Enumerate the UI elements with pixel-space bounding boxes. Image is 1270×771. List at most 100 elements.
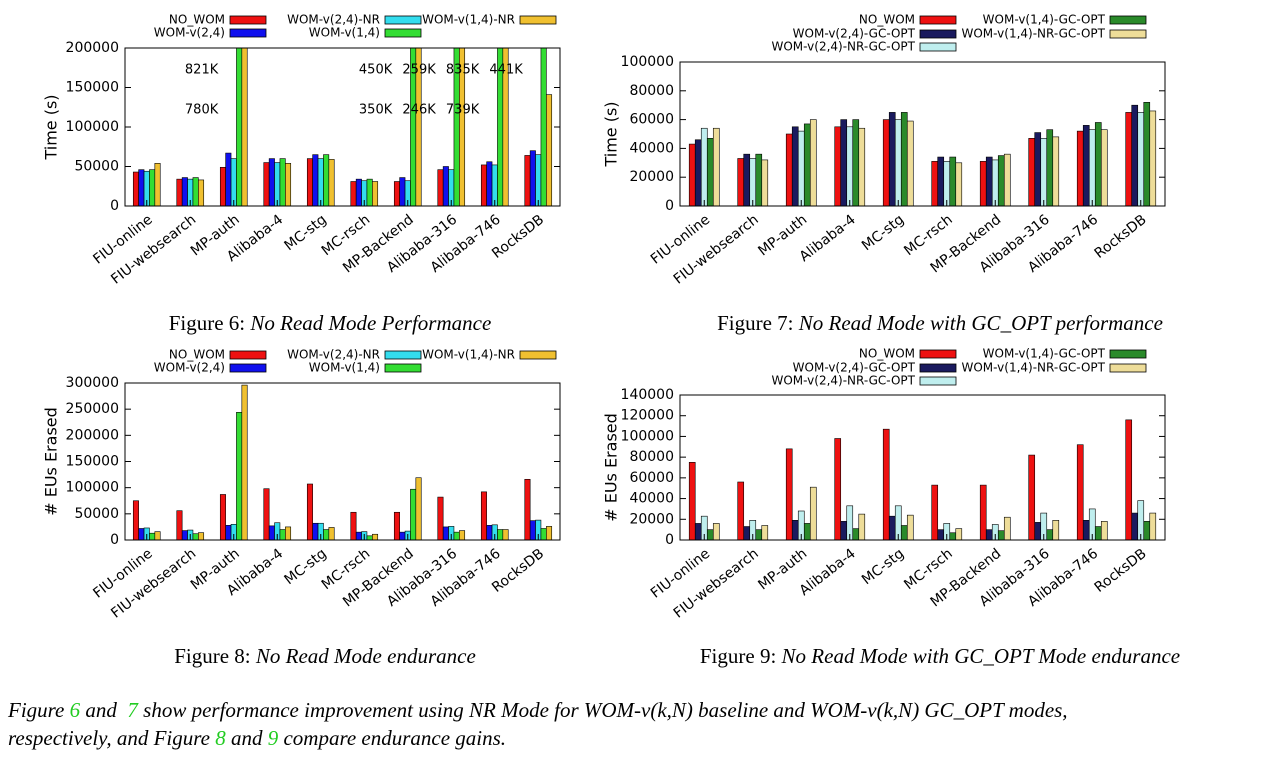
legend-label: NO_WOM bbox=[859, 347, 915, 361]
legend-swatch bbox=[229, 363, 267, 373]
bar bbox=[355, 531, 362, 540]
bar bbox=[943, 161, 951, 206]
y-tick-label: 100000 bbox=[621, 428, 674, 444]
paragraph-text: respectively, and Figure bbox=[8, 726, 215, 750]
paragraph-text: compare endurance gains. bbox=[278, 726, 506, 750]
legend-label: WOM-v(2,4)-NR bbox=[287, 13, 380, 27]
bar bbox=[323, 154, 330, 206]
bar bbox=[480, 164, 487, 206]
legend-swatch bbox=[229, 28, 267, 38]
bar bbox=[225, 152, 232, 206]
bar bbox=[852, 119, 860, 206]
bar bbox=[491, 164, 498, 206]
legend-label: WOM-v(2,4)-GC-OPT bbox=[793, 27, 916, 41]
bar bbox=[840, 521, 848, 540]
bar bbox=[502, 529, 509, 540]
legend-label: WOM-v(1,4)-NR bbox=[422, 348, 515, 362]
bar bbox=[1052, 520, 1060, 540]
y-tick-label: 150000 bbox=[66, 454, 119, 470]
bar bbox=[955, 162, 963, 206]
legend-swatch bbox=[1109, 349, 1147, 359]
bar bbox=[442, 526, 449, 540]
bar bbox=[882, 428, 890, 540]
figure-caption: Figure 6: No Read Mode Performance bbox=[169, 311, 492, 335]
y-tick-label: 200000 bbox=[66, 40, 119, 56]
bar bbox=[791, 126, 799, 206]
bar bbox=[529, 520, 536, 540]
bar bbox=[700, 127, 708, 206]
plot-frame bbox=[679, 394, 1166, 541]
caption-label: Figure 6: bbox=[169, 311, 245, 335]
data-label: 780K bbox=[185, 103, 219, 118]
bar bbox=[312, 522, 319, 540]
y-axis-label: # EUs Erased bbox=[602, 413, 621, 522]
bar bbox=[809, 119, 817, 206]
x-tick-label: MC-stg bbox=[859, 212, 907, 255]
bar bbox=[524, 478, 531, 540]
bar bbox=[540, 528, 547, 540]
bar bbox=[366, 535, 373, 540]
y-axis-label: Time (s) bbox=[42, 94, 61, 160]
legend-swatch bbox=[1109, 15, 1147, 25]
bar bbox=[894, 119, 902, 206]
bar bbox=[1088, 129, 1096, 206]
bar bbox=[285, 163, 292, 206]
figure-caption: Figure 9: No Read Mode with GC_OPT Mode … bbox=[700, 644, 1180, 668]
bar bbox=[1125, 112, 1133, 206]
bar bbox=[991, 159, 999, 206]
bar bbox=[706, 529, 714, 540]
bar bbox=[755, 153, 763, 206]
data-label: 739K bbox=[446, 103, 480, 118]
bar bbox=[979, 484, 987, 540]
bar bbox=[529, 150, 536, 206]
bar bbox=[1094, 122, 1102, 206]
bar bbox=[372, 533, 379, 540]
bar bbox=[268, 525, 275, 540]
bar bbox=[442, 166, 449, 206]
legend-label: WOM-v(1,4)-GC-OPT bbox=[983, 13, 1106, 27]
legend-swatch bbox=[384, 15, 422, 25]
bar bbox=[1046, 129, 1054, 206]
bar bbox=[937, 529, 945, 540]
bar bbox=[1137, 112, 1145, 206]
bar bbox=[393, 511, 400, 540]
bar bbox=[497, 529, 504, 540]
bar bbox=[176, 510, 183, 540]
bar bbox=[198, 179, 205, 206]
bar bbox=[931, 161, 939, 206]
bar bbox=[688, 462, 696, 540]
bar bbox=[274, 162, 281, 206]
bar bbox=[366, 178, 373, 206]
figure-ref: 6 bbox=[70, 698, 81, 722]
bar bbox=[1003, 153, 1011, 206]
legend-label: WOM-v(2,4) bbox=[154, 26, 225, 40]
legend-label: WOM-v(1,4)-NR-GC-OPT bbox=[961, 27, 1105, 41]
bar bbox=[791, 520, 799, 540]
bar bbox=[694, 139, 702, 206]
y-tick-label: 50000 bbox=[74, 159, 119, 175]
y-tick-label: 80000 bbox=[629, 83, 674, 99]
bar bbox=[540, 48, 547, 206]
data-label: 450K bbox=[359, 63, 393, 78]
paragraph-text: Figure bbox=[7, 698, 70, 722]
bar bbox=[176, 178, 183, 206]
legend-label: WOM-v(2,4)-NR bbox=[287, 348, 380, 362]
plot-frame bbox=[679, 61, 1166, 207]
bar bbox=[535, 154, 542, 206]
bar bbox=[263, 488, 270, 540]
bar bbox=[688, 143, 696, 206]
paragraph-line: Figure 6 and 7 show performance improvem… bbox=[7, 698, 1068, 722]
bar bbox=[712, 127, 720, 206]
data-label: 441K bbox=[489, 63, 523, 78]
figure-caption: Figure 7: No Read Mode with GC_OPT perfo… bbox=[717, 311, 1163, 335]
bar bbox=[546, 526, 553, 540]
bar bbox=[486, 525, 493, 540]
bar bbox=[1143, 521, 1151, 540]
bar bbox=[797, 130, 805, 206]
bar bbox=[149, 169, 156, 206]
bar bbox=[154, 531, 161, 540]
plot-frame bbox=[124, 47, 561, 207]
legend-label: WOM-v(1,4) bbox=[309, 26, 380, 40]
